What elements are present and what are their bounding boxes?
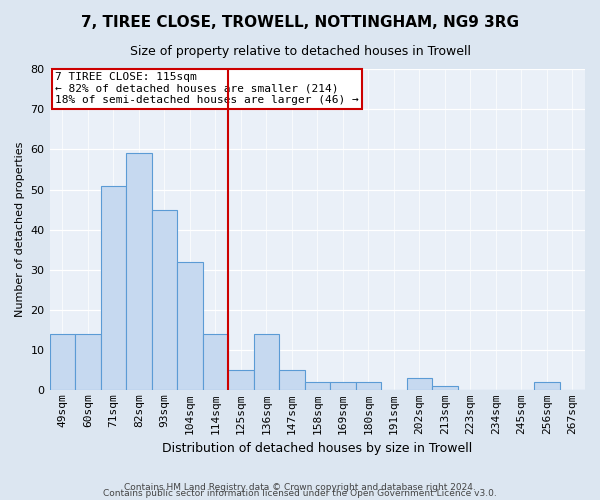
Text: Size of property relative to detached houses in Trowell: Size of property relative to detached ho… — [130, 45, 470, 58]
Text: 7 TIREE CLOSE: 115sqm
← 82% of detached houses are smaller (214)
18% of semi-det: 7 TIREE CLOSE: 115sqm ← 82% of detached … — [55, 72, 359, 106]
Bar — [126, 154, 152, 390]
Bar — [203, 334, 228, 390]
Text: Contains public sector information licensed under the Open Government Licence v3: Contains public sector information licen… — [103, 490, 497, 498]
Bar — [407, 378, 432, 390]
Bar — [228, 370, 254, 390]
Bar — [254, 334, 279, 390]
Bar — [75, 334, 101, 390]
X-axis label: Distribution of detached houses by size in Trowell: Distribution of detached houses by size … — [162, 442, 472, 455]
Bar — [432, 386, 458, 390]
Bar — [534, 382, 560, 390]
Text: Contains HM Land Registry data © Crown copyright and database right 2024.: Contains HM Land Registry data © Crown c… — [124, 484, 476, 492]
Bar — [50, 334, 75, 390]
Bar — [177, 262, 203, 390]
Bar — [356, 382, 381, 390]
Bar — [305, 382, 330, 390]
Bar — [330, 382, 356, 390]
Bar — [279, 370, 305, 390]
Y-axis label: Number of detached properties: Number of detached properties — [15, 142, 25, 318]
Bar — [152, 210, 177, 390]
Text: 7, TIREE CLOSE, TROWELL, NOTTINGHAM, NG9 3RG: 7, TIREE CLOSE, TROWELL, NOTTINGHAM, NG9… — [81, 15, 519, 30]
Bar — [101, 186, 126, 390]
